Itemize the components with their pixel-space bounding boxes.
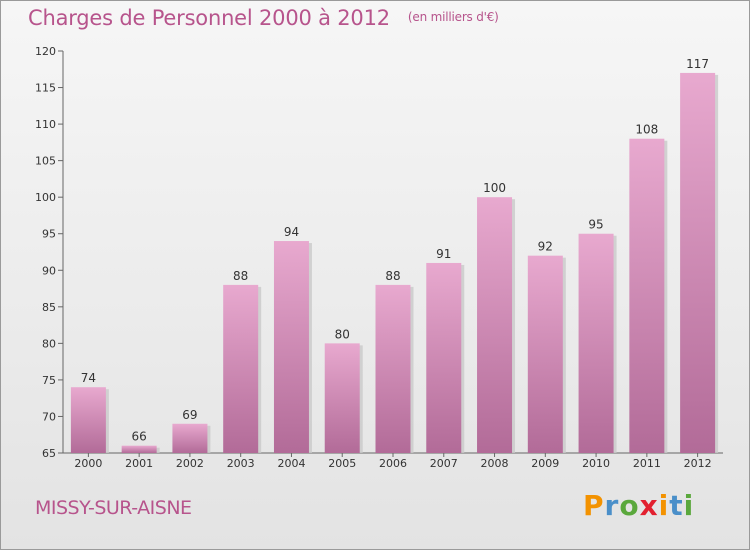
data-label: 74 [81,371,96,385]
y-tick-label: 90 [42,264,56,277]
brand-letter: t [669,489,684,522]
bar [578,233,614,453]
bars [70,72,719,453]
data-label: 80 [335,327,350,341]
bar [527,255,563,453]
x-tick-label: 2010 [582,457,610,470]
data-label: 88 [233,269,248,283]
data-label: 66 [132,430,147,444]
chart-title: Charges de Personnel 2000 à 2012 (en mill… [28,6,499,30]
data-label: 117 [686,57,709,71]
labels: 74 2000 66 2001 69 2002 88 2003 94 2004 80 2005 88 20… [74,57,711,470]
data-label: 108 [635,123,658,137]
x-tick-label: 2008 [481,457,509,470]
x-tick-label: 2006 [379,457,407,470]
brand-letter: x [639,489,659,522]
x-tick-label: 2005 [328,457,356,470]
x-tick-label: 2012 [684,457,712,470]
brand-letter: o [619,489,640,522]
bar [223,284,259,453]
data-label: 92 [538,240,553,254]
y-tick-label: 70 [42,410,56,423]
data-label: 100 [483,181,506,195]
brand-logo: Proxiti [583,489,694,522]
brand-letter: i [683,489,695,522]
y-tick-label: 120 [35,45,56,58]
x-tick-label: 2004 [277,457,305,470]
data-label: 69 [182,408,197,422]
data-label: 94 [284,225,299,239]
x-tick-label: 2002 [176,457,204,470]
x-tick-label: 2007 [430,457,458,470]
axes: 65 70 75 80 85 90 95 100 105 110 115 120 [35,45,723,460]
bar [172,423,208,453]
y-tick-label: 110 [35,118,56,131]
y-tick-label: 75 [42,374,56,387]
bar [273,241,309,453]
bar [477,197,513,453]
title-text: Charges de Personnel 2000 à 2012 [28,6,390,30]
commune-name: MISSY-SUR-AISNE [35,497,192,519]
x-tick-label: 2003 [227,457,255,470]
unit-text: (en milliers d'€) [407,10,499,24]
data-label: 91 [436,247,451,261]
y-tick-label: 65 [42,447,56,460]
bar [629,138,665,453]
y-tick-label: 105 [35,155,56,168]
bar [680,72,716,453]
brand-letter: i [658,489,670,522]
bar [70,387,106,453]
x-tick-label: 2009 [531,457,559,470]
data-label: 95 [588,218,603,232]
x-tick-label: 2001 [125,457,153,470]
y-tick-label: 80 [42,337,56,350]
bar [375,284,411,453]
bar [324,343,360,453]
brand-letter: r [604,489,620,522]
bar [426,262,462,453]
x-tick-label: 2000 [74,457,102,470]
y-tick-label: 115 [35,82,56,95]
bar [121,445,157,453]
data-label: 88 [385,269,400,283]
y-tick-label: 95 [42,228,56,241]
y-tick-label: 100 [35,191,56,204]
y-tick-label: 85 [42,301,56,314]
brand-letter: P [583,489,605,522]
x-tick-label: 2011 [633,457,661,470]
